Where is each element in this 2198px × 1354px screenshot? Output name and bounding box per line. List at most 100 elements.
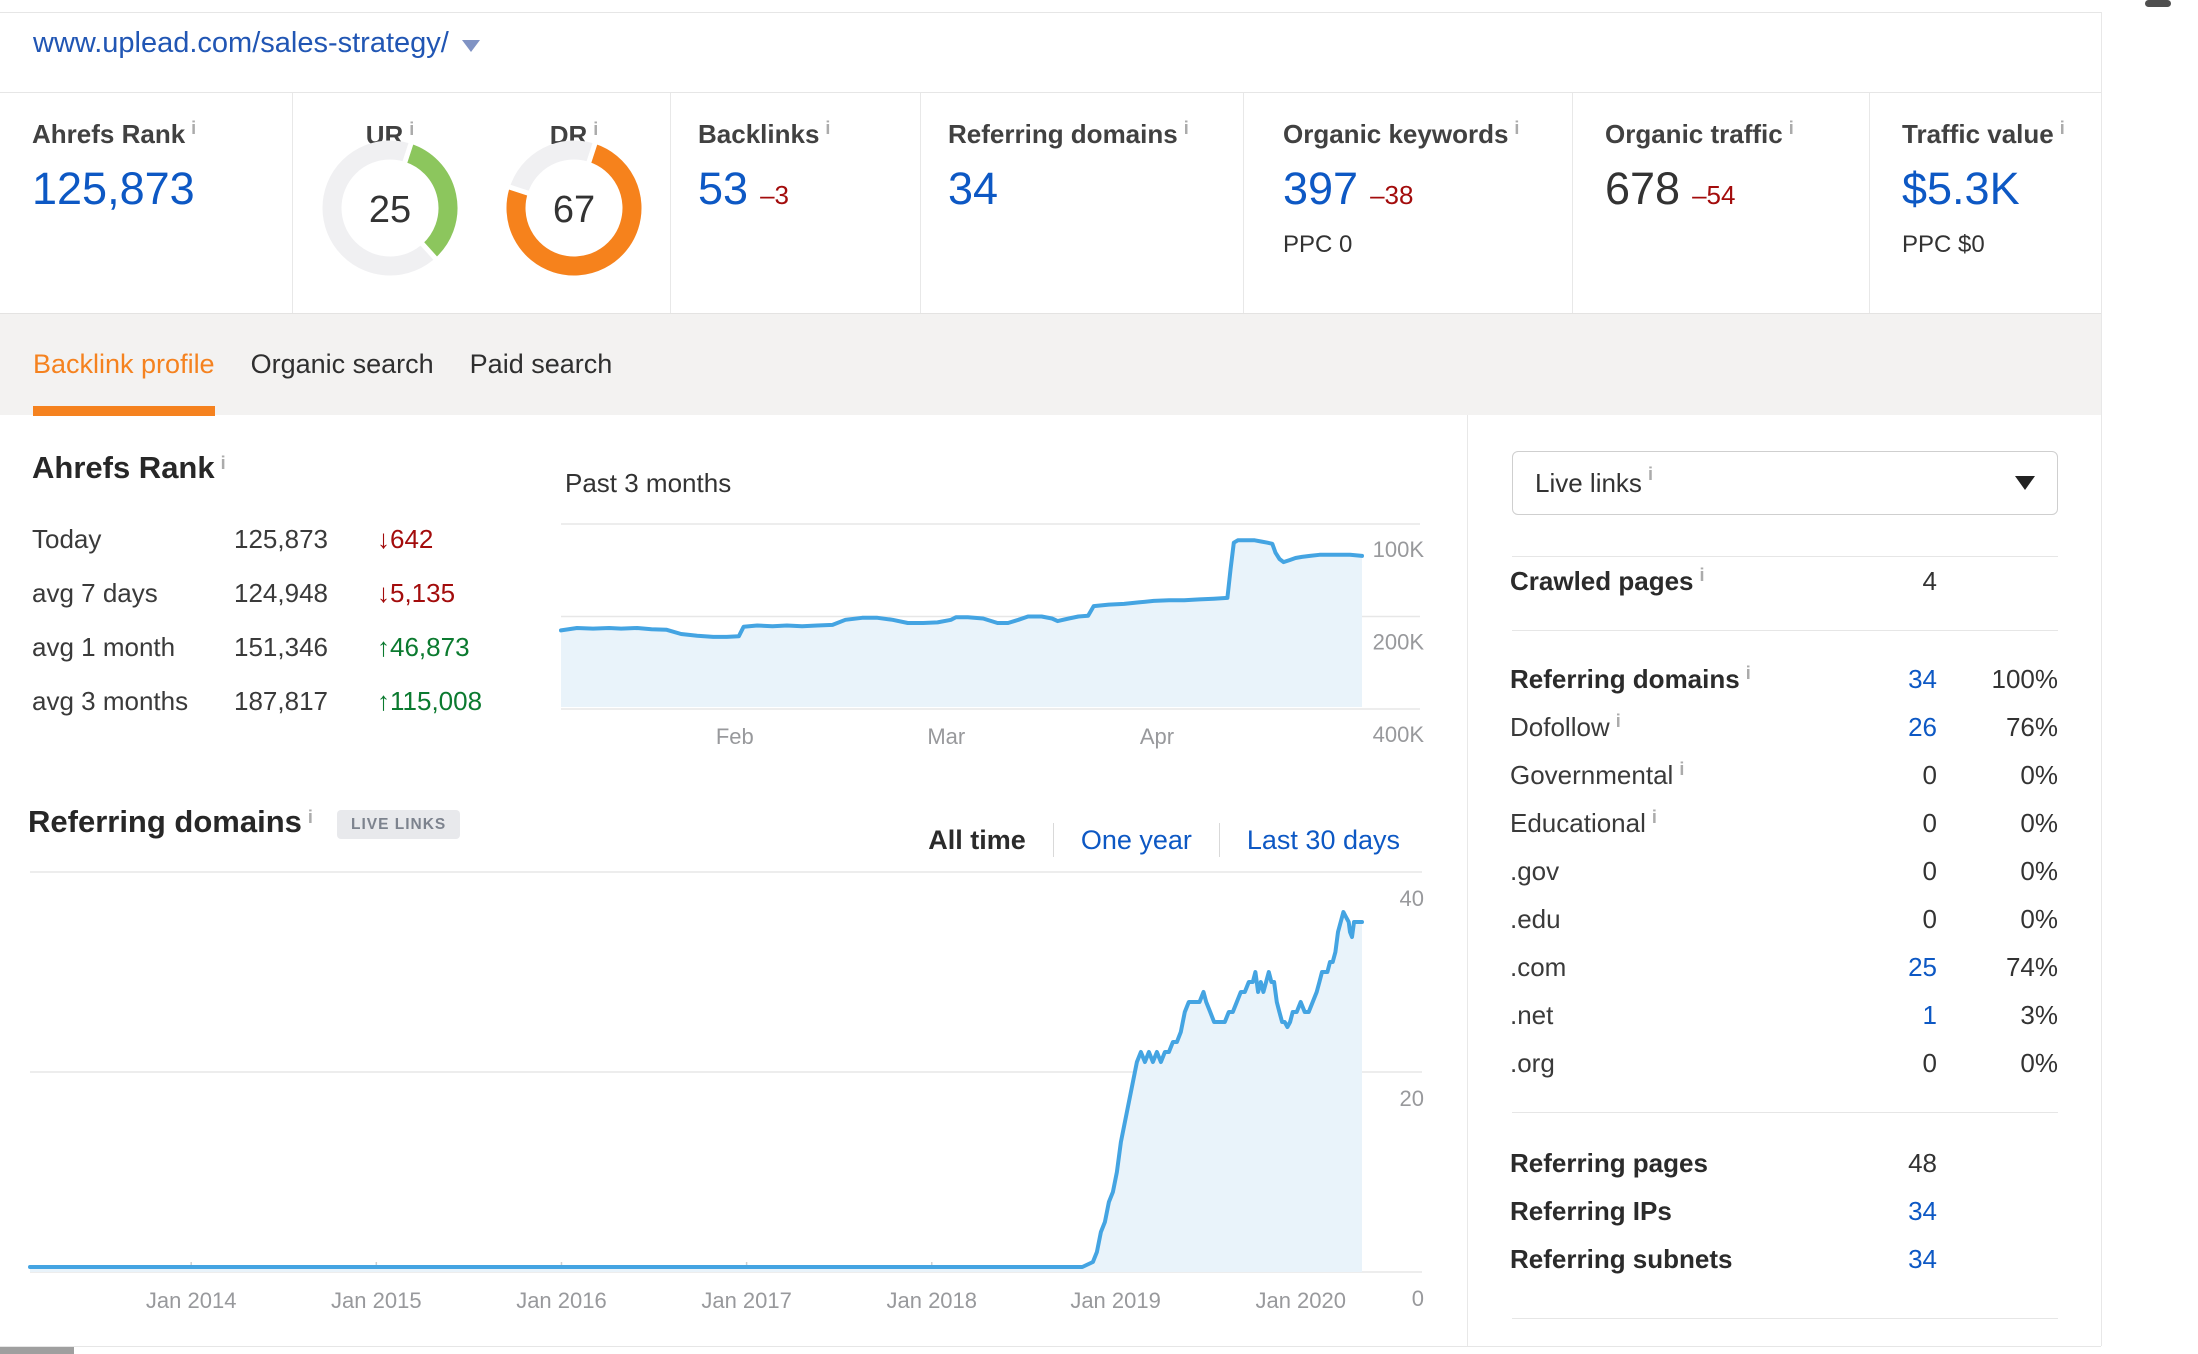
info-icon[interactable] (221, 454, 226, 472)
organic-traffic-delta: –54 (1692, 180, 1736, 210)
info-icon[interactable] (2060, 119, 2065, 137)
info-icon[interactable] (1789, 119, 1794, 137)
y-axis-tick-label: 40 (1400, 886, 1424, 911)
bottom-border (0, 1346, 2101, 1347)
rank-table-row: Today 125,873 ↓642 (32, 524, 552, 578)
time-range-filters: All time One year Last 30 days (0, 820, 1400, 860)
domain-row-label: .net (1510, 1000, 1847, 1031)
target-url-link[interactable]: www.uplead.com/sales-strategy/ (33, 27, 449, 59)
referring-total-row: Referring pages 48 (1510, 1148, 2058, 1196)
domain-row-count[interactable]: 26 (1908, 712, 1937, 742)
info-icon[interactable] (409, 120, 414, 138)
domain-row-count: 0 (1922, 856, 1937, 886)
info-icon[interactable] (825, 119, 830, 137)
gauge-notch (418, 240, 439, 262)
rank-chart-title: Past 3 months (565, 468, 732, 498)
domain-breakdown-row: .com 25 74% (1510, 952, 2058, 1000)
referring-total-value[interactable]: 34 (1908, 1244, 1937, 1274)
domain-row-label: .gov (1510, 856, 1847, 887)
organic-traffic-value: 678 (1605, 163, 1681, 214)
ahrefs-rank-value[interactable]: 125,873 (32, 163, 195, 214)
info-icon[interactable] (1184, 119, 1189, 137)
info-icon[interactable] (191, 119, 196, 137)
crawled-pages-value: 4 (1922, 566, 1937, 596)
tab-backlink-profile[interactable]: Backlink profile (33, 314, 215, 416)
tab-label: Backlink profile (33, 349, 215, 379)
horizontal-scrollbar-thumb[interactable] (0, 1347, 74, 1354)
backlinks-delta: –3 (760, 180, 789, 210)
referring-total-row: Referring subnets 34 (1510, 1244, 2058, 1292)
live-links-badge: LIVE LINKS (337, 810, 461, 839)
metric-label: Organic keywords (1283, 119, 1519, 150)
info-icon[interactable] (1746, 664, 1751, 682)
filter-one-year[interactable]: One year (1080, 824, 1192, 855)
domain-row-percent: 0% (2020, 760, 2058, 790)
domain-row-label-text: .edu (1510, 904, 1561, 934)
domain-breakdown-row: Governmental 0 0% (1510, 760, 2058, 808)
tab-paid-search[interactable]: Paid search (470, 314, 613, 416)
info-icon[interactable] (1652, 808, 1657, 826)
domain-row-label: .edu (1510, 904, 1847, 935)
domain-row-percent: 76% (2005, 712, 2058, 742)
tab-organic-search[interactable]: Organic search (251, 314, 434, 416)
url-dropdown-caret-icon[interactable] (461, 39, 480, 52)
domain-breakdown-row: .edu 0 0% (1510, 904, 2058, 952)
referring-total-label: Referring subnets (1510, 1244, 1733, 1274)
links-mode-dropdown[interactable]: Live links (1512, 451, 2058, 515)
rank-section-title: Ahrefs Rank (32, 450, 226, 486)
rank-row-value: 125,873 (234, 524, 328, 554)
filter-separator (1218, 823, 1220, 857)
chart-line (559, 538, 1364, 639)
domain-row-count[interactable]: 25 (1908, 952, 1937, 982)
sidebar-rule (1512, 1112, 2058, 1113)
rank-row-value: 151,346 (234, 632, 328, 662)
info-icon[interactable] (593, 120, 598, 138)
metric-card-ur-dr: UR DR 25 67 (292, 93, 670, 313)
referring-total-value[interactable]: 34 (1908, 1196, 1937, 1226)
top-border (0, 12, 2101, 13)
domain-breakdown-list: Referring domains34100%Dofollow2676%Gove… (1510, 664, 2058, 1096)
tab-label: Paid search (469, 349, 613, 379)
referring-total-label: Referring pages (1510, 1148, 1708, 1178)
organic-keywords-value[interactable]: 397 (1283, 163, 1359, 214)
domain-row-percent: 3% (2020, 1000, 2058, 1030)
ppc-keywords: PPC 0 (1283, 231, 1353, 258)
vertical-scrollbar-thumb[interactable] (2145, 0, 2171, 7)
domain-row-label-text: .org (1510, 1048, 1555, 1078)
info-icon[interactable] (1616, 712, 1621, 730)
info-icon[interactable] (1679, 760, 1684, 778)
chevron-down-icon (2015, 476, 2035, 490)
domain-breakdown-row: .gov 0 0% (1510, 856, 2058, 904)
domain-breakdown-row: Referring domains 34 100% (1510, 664, 2058, 712)
domain-row-count[interactable]: 1 (1922, 1000, 1937, 1030)
rank-row-value: 124,948 (234, 578, 328, 608)
backlinks-value[interactable]: 53 (698, 163, 749, 214)
x-axis-tick-label: Jan 2020 (1255, 1288, 1346, 1313)
rank-row-delta: ↑115,008 (377, 686, 483, 716)
traffic-value-value[interactable]: $5.3K (1902, 163, 2020, 214)
info-icon[interactable] (1514, 119, 1519, 137)
domain-row-label-text: Referring domains (1510, 664, 1740, 694)
sidebar-rule (1512, 556, 2058, 557)
y-axis-tick-label: 100K (1373, 537, 1425, 562)
domain-row-count[interactable]: 34 (1908, 664, 1937, 694)
referring-totals-list: Referring pages 48 Referring IPs 34 Referrin… (1510, 1148, 2058, 1292)
domain-row-count: 0 (1922, 760, 1937, 790)
info-icon[interactable] (1648, 465, 1653, 483)
filter-last-30-days[interactable]: Last 30 days (1246, 824, 1400, 855)
y-axis-tick-label: 200K (1373, 630, 1425, 655)
domains-section-title: Referring domains (28, 804, 313, 840)
domain-row-percent: 0% (2020, 1048, 2058, 1078)
sidebar-rule (1512, 630, 2058, 631)
info-icon[interactable] (1700, 566, 1705, 584)
rank-row-label: avg 3 months (32, 686, 189, 716)
rank-chart: 100K 200K 400K Feb Mar Apr (559, 523, 1425, 749)
x-axis-tick-label: Jan 2019 (1070, 1288, 1161, 1313)
x-axis-tick-label: Jan 2014 (146, 1288, 237, 1313)
domain-row-percent: 74% (2005, 952, 2058, 982)
x-axis-tick-label: Apr (1140, 724, 1174, 749)
rank-table-row: avg 1 month 151,346 ↑46,873 (32, 632, 552, 686)
metric-label: Traffic value (1902, 119, 2065, 150)
referring-domains-value[interactable]: 34 (948, 163, 999, 214)
filter-all-time[interactable]: All time (928, 824, 1026, 855)
